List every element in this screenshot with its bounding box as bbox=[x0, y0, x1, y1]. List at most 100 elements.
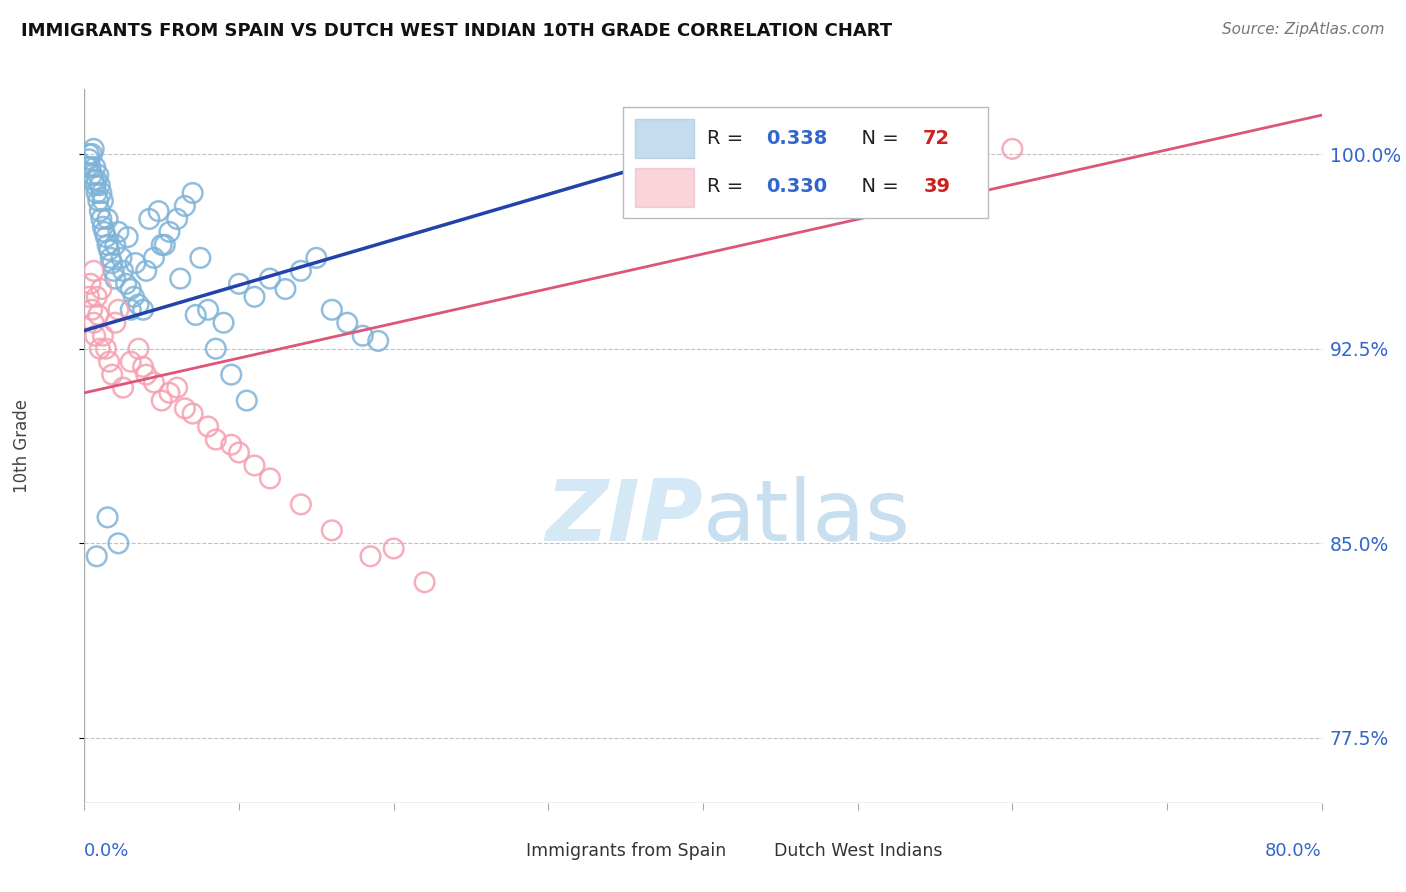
Point bbox=[135, 368, 157, 382]
Point bbox=[84, 160, 107, 174]
Point bbox=[107, 302, 129, 317]
Point bbox=[1001, 142, 1024, 156]
Point bbox=[243, 458, 266, 473]
FancyBboxPatch shape bbox=[636, 120, 695, 159]
Text: 0.0%: 0.0% bbox=[84, 842, 129, 860]
Point bbox=[236, 393, 259, 408]
Point bbox=[112, 264, 135, 278]
Point bbox=[174, 401, 197, 416]
Point bbox=[290, 264, 312, 278]
Point bbox=[205, 433, 228, 447]
Text: Source: ZipAtlas.com: Source: ZipAtlas.com bbox=[1222, 22, 1385, 37]
FancyBboxPatch shape bbox=[468, 840, 517, 862]
Point bbox=[93, 225, 115, 239]
Point bbox=[79, 277, 101, 291]
Point bbox=[90, 211, 112, 226]
Text: atlas: atlas bbox=[703, 475, 911, 559]
Point bbox=[91, 328, 114, 343]
Point bbox=[84, 328, 107, 343]
Point bbox=[188, 251, 212, 265]
Point bbox=[352, 328, 374, 343]
Text: Dutch West Indians: Dutch West Indians bbox=[773, 842, 942, 860]
FancyBboxPatch shape bbox=[623, 107, 987, 218]
Point bbox=[259, 471, 281, 485]
Text: 39: 39 bbox=[924, 178, 950, 196]
Point bbox=[104, 316, 127, 330]
Point bbox=[103, 264, 125, 278]
Point bbox=[221, 438, 243, 452]
Point bbox=[212, 316, 235, 330]
Point bbox=[89, 204, 111, 219]
Text: R =: R = bbox=[707, 129, 749, 148]
Point bbox=[143, 251, 166, 265]
Point bbox=[77, 290, 100, 304]
Point bbox=[77, 147, 100, 161]
Point bbox=[148, 204, 170, 219]
Point bbox=[83, 173, 105, 187]
Point bbox=[86, 549, 108, 564]
Text: N =: N = bbox=[849, 129, 905, 148]
Point bbox=[79, 160, 101, 174]
Point bbox=[86, 290, 108, 304]
Point bbox=[104, 238, 127, 252]
Point bbox=[117, 230, 139, 244]
Point bbox=[91, 194, 114, 208]
Point bbox=[120, 302, 142, 317]
Point bbox=[360, 549, 382, 564]
Point bbox=[83, 142, 105, 156]
Point bbox=[107, 536, 129, 550]
Text: IMMIGRANTS FROM SPAIN VS DUTCH WEST INDIAN 10TH GRADE CORRELATION CHART: IMMIGRANTS FROM SPAIN VS DUTCH WEST INDI… bbox=[21, 22, 893, 40]
Point bbox=[153, 238, 176, 252]
Point bbox=[184, 308, 207, 322]
Point bbox=[101, 256, 124, 270]
Point bbox=[124, 256, 146, 270]
Point bbox=[336, 316, 359, 330]
Point bbox=[101, 368, 124, 382]
Point bbox=[82, 147, 104, 161]
Point bbox=[159, 385, 181, 400]
Text: ZIP: ZIP bbox=[546, 475, 703, 559]
Text: R =: R = bbox=[707, 178, 749, 196]
Text: Immigrants from Spain: Immigrants from Spain bbox=[526, 842, 727, 860]
Point bbox=[90, 186, 112, 200]
Point bbox=[382, 541, 405, 556]
Point bbox=[87, 194, 110, 208]
Point bbox=[97, 211, 120, 226]
Text: 80.0%: 80.0% bbox=[1265, 842, 1322, 860]
Point bbox=[89, 178, 111, 193]
Point bbox=[259, 271, 281, 285]
Text: 72: 72 bbox=[924, 129, 950, 148]
Point bbox=[367, 334, 389, 348]
Point bbox=[205, 342, 228, 356]
Point bbox=[174, 199, 197, 213]
Point bbox=[138, 211, 160, 226]
Point bbox=[166, 381, 188, 395]
Point bbox=[112, 381, 135, 395]
Point bbox=[104, 271, 127, 285]
Point bbox=[120, 354, 142, 368]
Point bbox=[159, 225, 181, 239]
Point bbox=[110, 251, 132, 265]
Text: 0.330: 0.330 bbox=[766, 178, 827, 196]
Point bbox=[87, 308, 110, 322]
Point bbox=[150, 393, 173, 408]
Point bbox=[128, 297, 150, 311]
Point bbox=[166, 211, 188, 226]
Point bbox=[89, 342, 111, 356]
Text: 0.338: 0.338 bbox=[766, 129, 828, 148]
Point bbox=[197, 302, 219, 317]
Point bbox=[243, 290, 266, 304]
Point bbox=[84, 178, 107, 193]
Point bbox=[94, 230, 117, 244]
Point bbox=[82, 168, 104, 182]
Point bbox=[181, 186, 204, 200]
Point bbox=[413, 575, 436, 590]
Point bbox=[122, 290, 145, 304]
Point bbox=[321, 302, 343, 317]
Point bbox=[107, 225, 129, 239]
Point bbox=[90, 282, 112, 296]
Point bbox=[274, 282, 297, 296]
Point bbox=[86, 186, 108, 200]
Point bbox=[169, 271, 191, 285]
Point bbox=[305, 251, 328, 265]
